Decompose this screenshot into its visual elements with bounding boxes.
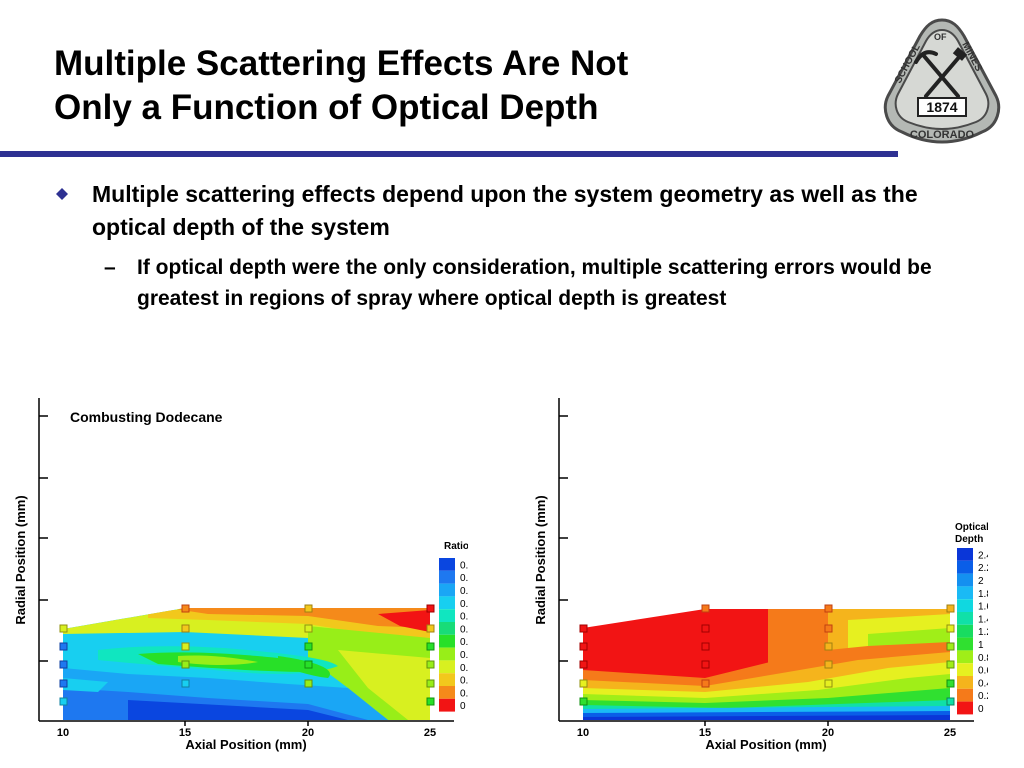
legend-swatch bbox=[957, 701, 973, 715]
x-tick-label: 25 bbox=[424, 727, 436, 739]
school-of-mines-seal: SCHOOL OF MINES 1874 COLORADO bbox=[883, 18, 1001, 144]
legend-swatch bbox=[957, 573, 973, 587]
legend-label: 1.2 bbox=[978, 627, 988, 638]
y-axis-label: Radial Position (mm) bbox=[13, 495, 28, 624]
ratio-data-markers bbox=[59, 604, 435, 706]
bullet-text: Multiple scattering effects depend upon … bbox=[92, 181, 918, 240]
legend-label: 0.08 bbox=[460, 650, 468, 661]
legend-label: 0.06 bbox=[460, 663, 468, 674]
optical-depth-data-markers bbox=[579, 604, 955, 706]
axes bbox=[38, 398, 454, 726]
legend-label: 1 bbox=[978, 640, 984, 651]
crossed-hammer-and-pick-icon bbox=[914, 47, 968, 98]
bullet-item: Multiple scattering effects depend upon … bbox=[54, 178, 994, 244]
legend-label: 0.1 bbox=[460, 637, 468, 648]
legend-swatch bbox=[957, 586, 973, 600]
legend-swatch bbox=[957, 599, 973, 612]
x-tick-label: 10 bbox=[577, 727, 589, 739]
legend-label: 2.4 bbox=[978, 550, 988, 561]
legend-label: 2 bbox=[978, 576, 984, 587]
legend-label: 0.4 bbox=[978, 678, 988, 689]
legend-swatch bbox=[439, 673, 455, 686]
title-line-2: Only a Function of Optical Depth bbox=[54, 88, 599, 127]
legend-swatch bbox=[957, 548, 973, 561]
legend-label: 1.6 bbox=[978, 602, 988, 613]
contour-plot-area bbox=[63, 608, 430, 720]
axes bbox=[558, 398, 974, 726]
legend-swatch bbox=[957, 624, 973, 638]
slide-title: Multiple Scattering Effects Are Not Only… bbox=[54, 42, 814, 130]
chart-annotation: Combusting Dodecane bbox=[70, 409, 223, 425]
legend-swatch bbox=[439, 583, 455, 597]
dash-bullet-icon: – bbox=[104, 256, 116, 279]
x-tick-label: 10 bbox=[57, 727, 69, 739]
legend-label: 0.16 bbox=[460, 599, 468, 610]
legend-swatch bbox=[957, 637, 973, 651]
optical-depth-contour-chart: 10 15 20 25 Axial Position (mm) Radial P… bbox=[528, 388, 988, 763]
x-tick-label: 15 bbox=[699, 727, 711, 739]
legend-swatch bbox=[439, 698, 455, 712]
diamond-bullet-icon bbox=[56, 188, 68, 200]
legend-label: 0.02 bbox=[460, 688, 468, 699]
optical-depth-legend: 2.4 2.2 2 1.8 1.61.4 1.2 1 0.8 0.60.4 0.2 0 bbox=[957, 548, 988, 715]
legend-label: 0 bbox=[978, 704, 984, 715]
legend-label: 0.14 bbox=[460, 612, 468, 623]
legend-label: 0 bbox=[460, 701, 466, 712]
legend-label: 0.2 bbox=[460, 573, 468, 584]
legend-swatch bbox=[957, 676, 973, 689]
legend-swatch bbox=[439, 622, 455, 635]
legend-swatch bbox=[957, 688, 973, 702]
legend-swatch bbox=[957, 560, 973, 574]
x-tick-label: 20 bbox=[302, 727, 314, 739]
legend-title: Ratio bbox=[444, 541, 468, 552]
legend-swatch bbox=[439, 647, 455, 661]
legend-label: 0.8 bbox=[978, 653, 988, 664]
legend-swatch bbox=[439, 558, 455, 571]
legend-label: 0.2 bbox=[978, 691, 988, 702]
x-axis-label: Axial Position (mm) bbox=[705, 737, 826, 752]
legend-swatch bbox=[439, 686, 455, 699]
sub-bullet-item: – If optical depth were the only conside… bbox=[54, 252, 994, 314]
legend-swatch bbox=[439, 660, 455, 674]
title-line-1: Multiple Scattering Effects Are Not bbox=[54, 44, 629, 83]
x-tick-label: 25 bbox=[944, 727, 956, 739]
legend-label: 2.2 bbox=[978, 563, 988, 574]
legend-title-line: Depth bbox=[955, 534, 983, 545]
seal-text-of: OF bbox=[934, 32, 947, 42]
legend-label: 1.8 bbox=[978, 589, 988, 600]
bullet-list: Multiple scattering effects depend upon … bbox=[54, 178, 994, 314]
legend-swatch bbox=[439, 609, 455, 622]
legend-label: 0.22 bbox=[460, 560, 468, 571]
legend-swatch bbox=[957, 650, 973, 664]
legend-label: 0.12 bbox=[460, 624, 468, 635]
title-divider bbox=[0, 151, 898, 157]
sub-bullet-text: If optical depth were the only considera… bbox=[137, 256, 932, 310]
x-axis-label: Axial Position (mm) bbox=[185, 737, 306, 752]
seal-text-colorado: COLORADO bbox=[910, 129, 975, 141]
legend-label: 0.6 bbox=[978, 666, 988, 677]
ratio-contour-chart: Combusting Dodecane 10 15 20 25 Axial Po… bbox=[8, 388, 468, 763]
legend-swatch bbox=[439, 570, 455, 584]
legend-swatch bbox=[957, 663, 973, 676]
contour-plot-area bbox=[583, 609, 950, 720]
legend-title-line: Optical bbox=[955, 522, 988, 533]
x-tick-label: 15 bbox=[179, 727, 191, 739]
ratio-legend: 0.22 0.2 0.18 0.16 0.140.12 0.1 0.08 0.06 0.040.… bbox=[439, 558, 468, 712]
legend-swatch bbox=[957, 612, 973, 625]
legend-label: 0.04 bbox=[460, 676, 468, 687]
y-axis-label: Radial Position (mm) bbox=[533, 495, 548, 624]
x-tick-label: 20 bbox=[822, 727, 834, 739]
seal-year: 1874 bbox=[926, 99, 957, 115]
legend-swatch bbox=[439, 596, 455, 610]
legend-label: 0.18 bbox=[460, 586, 468, 597]
legend-label: 1.4 bbox=[978, 614, 988, 625]
legend-swatch bbox=[439, 634, 455, 648]
